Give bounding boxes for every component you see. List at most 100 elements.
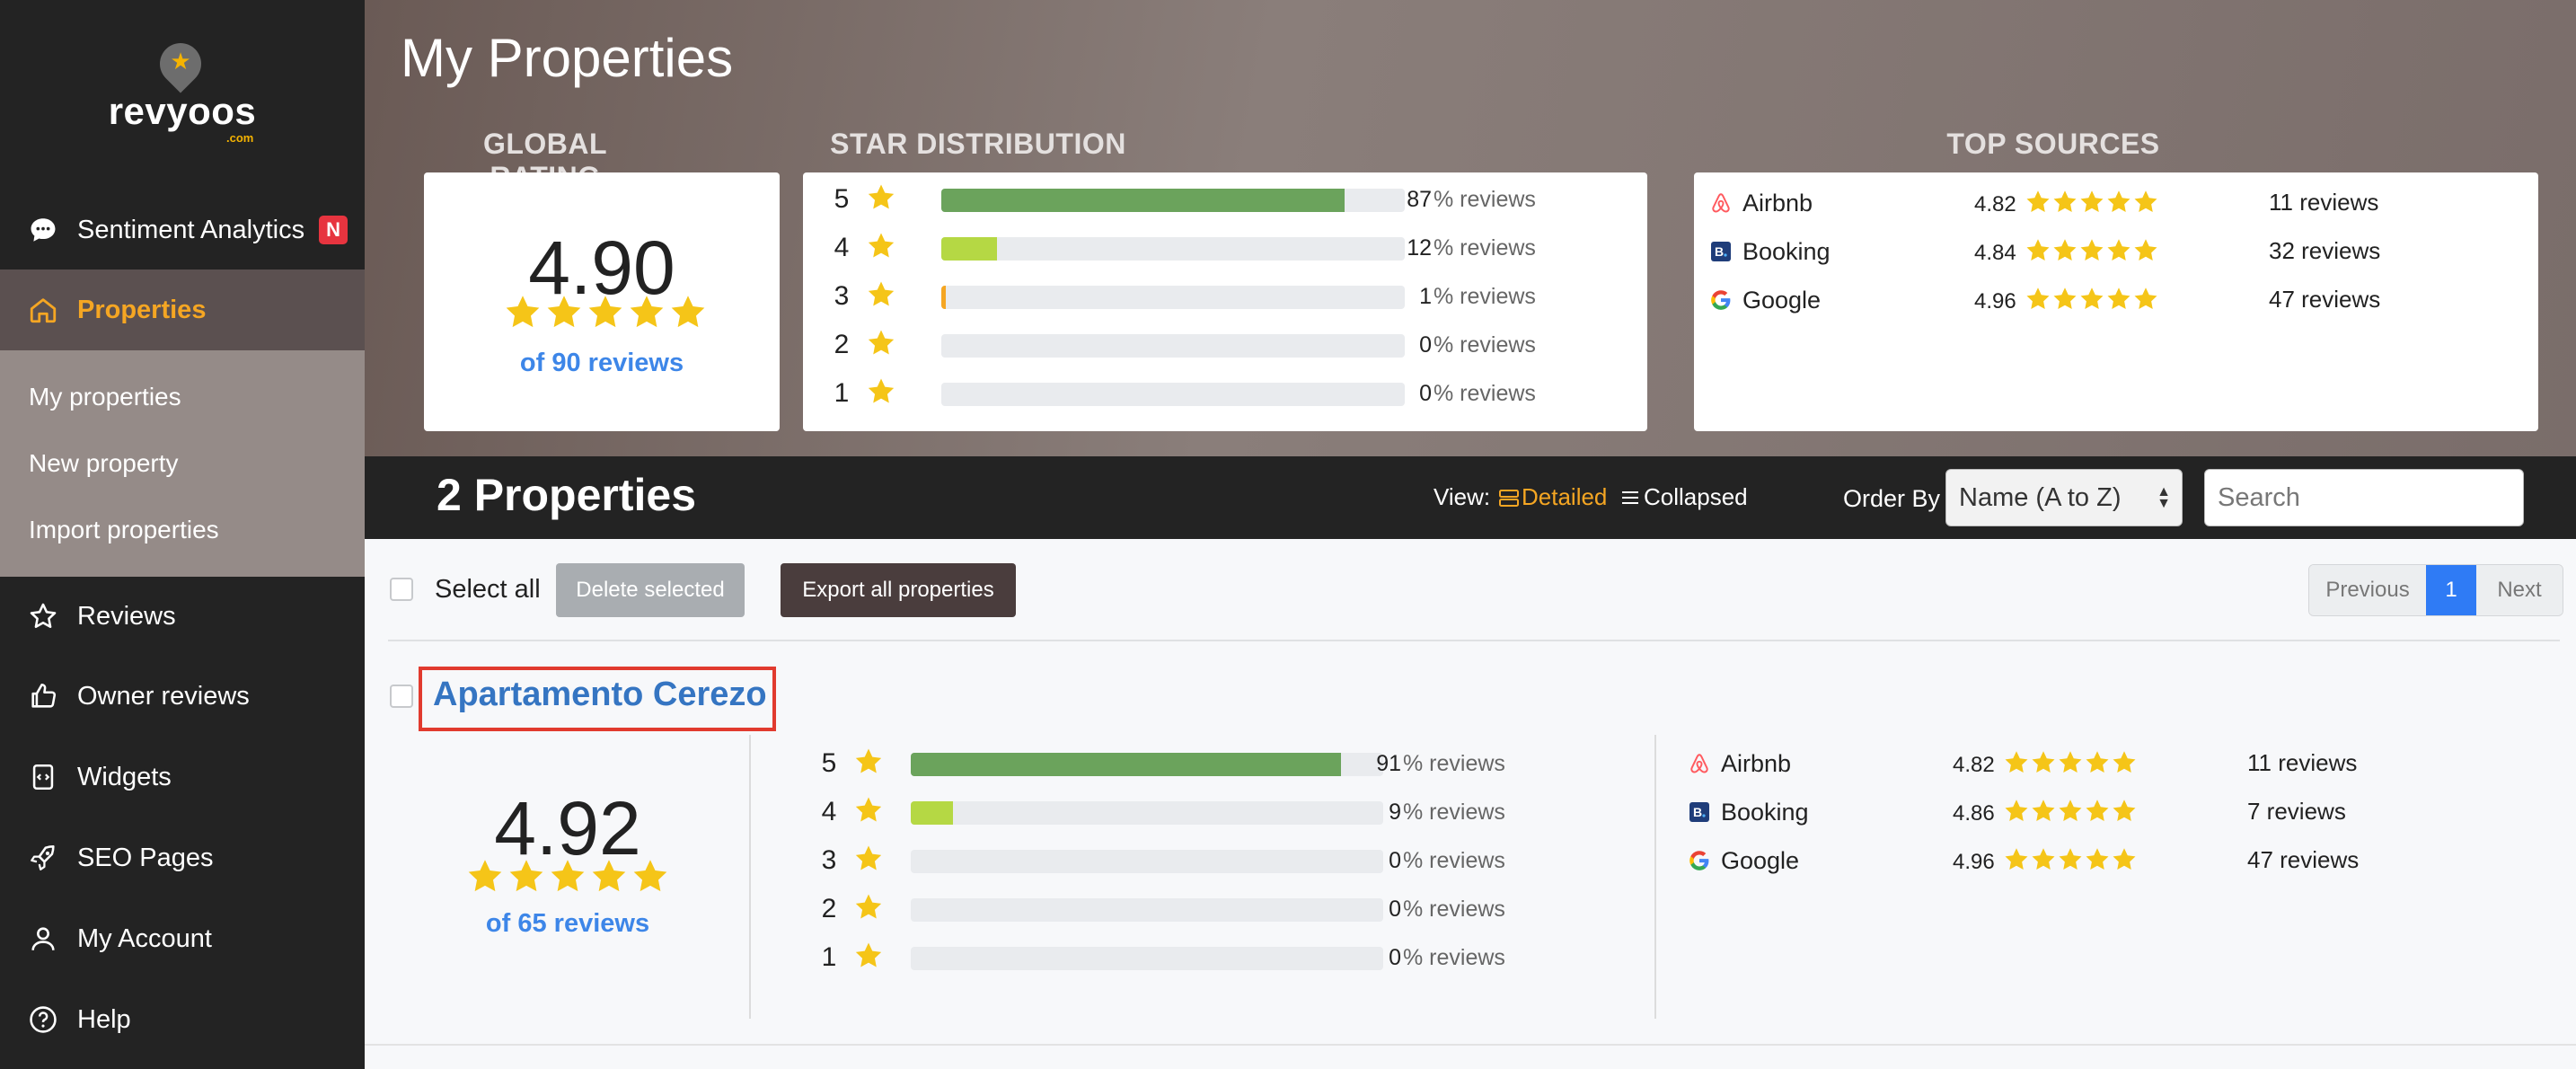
home-icon <box>27 294 59 326</box>
star-level: 4 <box>834 233 850 262</box>
rocket-icon <box>27 842 59 874</box>
star-icon <box>853 747 884 782</box>
property-title-link[interactable]: Apartamento Cerezo <box>433 676 767 713</box>
sidebar: ★ revyoos .com Sentiment Analytics N Pro… <box>0 0 365 1069</box>
global-reviews-count[interactable]: of 90 reviews <box>519 349 684 377</box>
property-checkbox[interactable] <box>390 685 413 708</box>
source-booking[interactable]: B Booking <box>1708 234 1831 269</box>
star-level: 3 <box>821 845 837 875</box>
property-rating-block: 4.92 of 65 reviews <box>388 746 747 1015</box>
nav-my-account[interactable]: My Account <box>0 898 365 979</box>
view-detailed-toggle[interactable]: Detailed <box>1498 483 1607 511</box>
submenu-import-properties[interactable]: Import properties <box>29 516 219 543</box>
source-review-count: 11 reviews <box>2269 189 2379 216</box>
star-icon <box>2003 798 2030 829</box>
source-score: 4.82 <box>1974 192 2016 216</box>
help-circle-icon <box>27 1003 59 1036</box>
nav-seo-pages[interactable]: SEO Pages <box>0 817 365 898</box>
distribution-bar <box>911 801 1383 825</box>
code-file-icon <box>27 761 59 793</box>
submenu-my-properties[interactable]: My properties <box>29 383 181 411</box>
select-all-checkbox[interactable] <box>390 578 413 601</box>
distribution-bar-fill <box>941 189 1345 212</box>
source-score: 4.84 <box>1974 241 2016 265</box>
source-booking[interactable]: B Booking <box>1687 794 1809 830</box>
source-score: 4.82 <box>1953 753 1995 777</box>
nav-help[interactable]: Help <box>0 979 365 1060</box>
star-level: 5 <box>821 748 837 778</box>
distribution-percent-label: % reviews <box>1403 800 1505 825</box>
distribution-row: 5 <box>828 181 896 217</box>
new-badge: N <box>319 216 348 244</box>
nav-label: My Account <box>77 923 212 953</box>
star-icon <box>2111 798 2138 829</box>
property-rating-value: 4.92 <box>494 786 641 870</box>
star-icon <box>2078 189 2105 220</box>
star-icon <box>2057 798 2084 829</box>
star-icon <box>586 293 625 332</box>
distribution-row: 1 <box>816 940 884 976</box>
star-icon <box>2105 237 2132 269</box>
delete-selected-button[interactable]: Delete selected <box>556 563 745 617</box>
nav-properties[interactable]: Properties <box>0 269 365 350</box>
page-title: My Properties <box>401 28 734 88</box>
nav-sentiment-analytics[interactable]: Sentiment Analytics N <box>0 190 365 270</box>
star-icon <box>2078 237 2105 269</box>
star-level: 4 <box>821 797 837 826</box>
distribution-bar-fill <box>941 286 946 309</box>
submenu-new-property[interactable]: New property <box>29 449 179 477</box>
previous-page-button[interactable]: Previous <box>2309 565 2426 615</box>
page-1-button[interactable]: 1 <box>2426 565 2476 615</box>
brand-name: revyoos <box>108 90 257 132</box>
view-collapsed-toggle[interactable]: Collapsed <box>1620 483 1748 511</box>
distribution-percent-label: % reviews <box>1434 284 1536 309</box>
nav-widgets[interactable]: Widgets <box>0 737 365 817</box>
next-page-button[interactable]: Next <box>2476 565 2563 615</box>
distribution-percent: 0 <box>1419 381 1432 406</box>
nav-owner-reviews[interactable]: Owner reviews <box>0 656 365 737</box>
star-icon <box>507 857 546 897</box>
star-icon <box>465 857 505 897</box>
source-google[interactable]: Google <box>1687 843 1799 879</box>
select-all-label[interactable]: Select all <box>435 575 541 604</box>
order-by-select[interactable]: Name (A to Z) ▲ ▼ <box>1945 469 2183 526</box>
property-top-sources: Airbnb 4.82 11 reviews B Booking 4.86 7 review… <box>1672 735 2481 1004</box>
star-icon <box>2003 749 2030 781</box>
distribution-percent: 0 <box>1389 848 1401 873</box>
distribution-percent-label: % reviews <box>1403 897 1505 922</box>
view-label: View: <box>1434 483 1491 510</box>
distribution-bar <box>941 286 1405 309</box>
star-distribution-heading: STAR DISTRIBUTION <box>830 128 1126 160</box>
detailed-view-icon <box>1499 489 1519 507</box>
revyoos-logo[interactable]: ★ revyoos .com <box>0 34 365 145</box>
summary-banner: My Properties GLOBAL RATING STAR DISTRIB… <box>365 0 2576 456</box>
star-icon <box>853 795 884 830</box>
order-by-value: Name (A to Z) <box>1959 482 2122 512</box>
list-icon <box>1622 490 1638 504</box>
nav-label: Sentiment Analytics <box>77 215 305 244</box>
distribution-row: 1 <box>828 375 896 411</box>
divider <box>388 640 2560 641</box>
source-airbnb[interactable]: Airbnb <box>1687 746 1791 782</box>
source-airbnb[interactable]: Airbnb <box>1708 185 1813 221</box>
source-score: 4.96 <box>1974 289 2016 314</box>
nav-reviews[interactable]: Reviews <box>0 576 365 657</box>
source-google[interactable]: Google <box>1708 282 1821 318</box>
search-input[interactable]: Search <box>2204 469 2524 526</box>
svg-text:B: B <box>1693 805 1702 819</box>
star-level: 3 <box>834 281 850 311</box>
distribution-row: 3 <box>828 278 896 314</box>
star-icon <box>2030 846 2057 878</box>
star-icon <box>2105 189 2132 220</box>
property-reviews-count[interactable]: of 65 reviews <box>485 909 650 938</box>
distribution-row: 5 <box>816 746 884 782</box>
column-divider <box>749 735 751 1019</box>
export-all-button[interactable]: Export all properties <box>781 563 1016 617</box>
distribution-percent: 0 <box>1389 897 1401 922</box>
source-name: Booking <box>1742 237 1831 265</box>
distribution-bar-fill <box>911 801 954 825</box>
distribution-bar <box>911 898 1383 922</box>
star-icon <box>627 293 666 332</box>
nav-label: Widgets <box>77 762 172 791</box>
source-review-count: 32 reviews <box>2269 237 2381 264</box>
